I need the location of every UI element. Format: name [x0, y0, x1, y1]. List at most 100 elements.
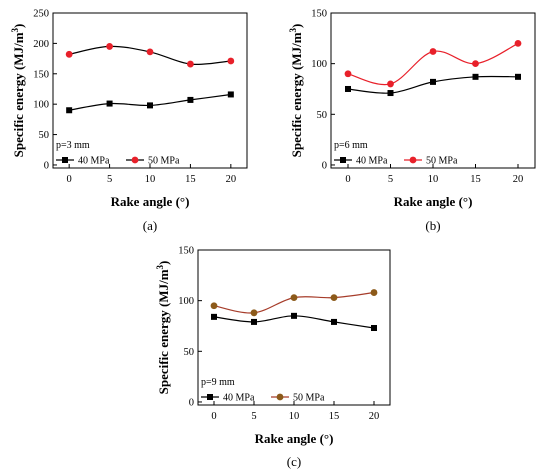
- panel-c-x-ticks: 0 5 10 15 20: [211, 401, 379, 422]
- data-point-50mpa: [429, 48, 437, 55]
- y-tick-label: 150: [178, 246, 194, 257]
- x-tick-label: 20: [226, 174, 237, 185]
- x-tick-label: 10: [289, 411, 300, 422]
- panel-b-note: p=6 mm: [334, 140, 368, 151]
- legend-label-50mpa: 50 MPa: [426, 156, 458, 167]
- panel-c-caption: (c): [287, 454, 301, 469]
- data-point-40mpa: [106, 100, 113, 107]
- panel-a-x-axis-title: Rake angle (°): [111, 194, 190, 209]
- legend-marker-50mpa: [131, 156, 139, 164]
- y-tick-label: 50: [317, 110, 328, 121]
- data-point-40mpa: [251, 318, 257, 325]
- data-point-50mpa: [370, 289, 378, 296]
- ylabel-main: Specific energy (MJ/m: [289, 32, 304, 157]
- x-tick-label: 0: [345, 174, 350, 185]
- y-tick-label: 100: [33, 100, 49, 111]
- data-point-50mpa: [387, 80, 394, 88]
- x-tick-label: 20: [369, 411, 380, 422]
- data-point-40mpa: [147, 102, 153, 109]
- x-tick-label: 5: [251, 411, 256, 422]
- y-tick-label: 150: [311, 9, 327, 20]
- ylabel-main: Specific energy (MJ/m: [11, 32, 26, 157]
- y-tick-label: 200: [33, 39, 49, 50]
- x-tick-label: 15: [329, 411, 340, 422]
- panel-b-y-ticks: 0 50 100 150: [311, 9, 335, 171]
- panel-a-legend: 40 MPa 50 MPa: [56, 156, 180, 167]
- y-tick-label: 0: [322, 160, 327, 171]
- y-tick-label: 150: [33, 69, 49, 80]
- ylabel-superscript: 3: [288, 27, 298, 32]
- data-point-40mpa: [387, 90, 394, 97]
- x-tick-label: 15: [470, 174, 481, 185]
- data-point-40mpa: [211, 313, 217, 320]
- data-point-50mpa: [65, 50, 73, 58]
- legend-marker-50mpa: [409, 156, 417, 164]
- y-tick-label: 100: [311, 59, 327, 70]
- panel-c-note: p=9 mm: [201, 377, 235, 388]
- ylabel-main: Specific energy (MJ/m: [156, 269, 171, 394]
- x-tick-label: 0: [67, 174, 72, 185]
- data-point-50mpa: [106, 43, 113, 50]
- data-point-50mpa: [344, 70, 352, 78]
- x-tick-label: 0: [211, 411, 216, 422]
- panel-a: 0 50 100 150 200 250 0 5 10 15 20 40 MPa 50 MPa p…: [10, 9, 248, 233]
- panel-a-x-ticks: 0 5 10 15 20: [67, 164, 237, 185]
- data-point-40mpa: [331, 318, 337, 325]
- panel-c-legend: 40 MPa 50 MPa: [201, 393, 325, 404]
- data-point-40mpa: [430, 78, 436, 85]
- y-tick-label: 250: [33, 9, 49, 20]
- ylabel-close: ): [156, 261, 171, 265]
- x-tick-label: 10: [428, 174, 439, 185]
- panel-b-y-axis-title: Specific energy (MJ/m3): [288, 24, 304, 158]
- data-point-40mpa: [472, 73, 479, 80]
- legend-marker-40mpa: [340, 157, 346, 163]
- legend-label-40mpa: 40 MPa: [356, 156, 388, 167]
- y-tick-label: 50: [184, 347, 195, 358]
- data-point-50mpa: [330, 294, 338, 302]
- legend-label-50mpa: 50 MPa: [293, 393, 325, 404]
- data-point-50mpa: [290, 294, 298, 302]
- x-tick-label: 15: [185, 174, 196, 185]
- legend-marker-50mpa: [276, 393, 284, 401]
- legend-marker-40mpa: [207, 394, 213, 400]
- data-point-50mpa: [227, 57, 235, 65]
- data-point-40mpa: [371, 325, 377, 332]
- x-tick-label: 5: [107, 174, 112, 185]
- data-point-40mpa: [515, 73, 521, 80]
- data-point-50mpa: [187, 60, 194, 68]
- legend-label-40mpa: 40 MPa: [78, 156, 110, 167]
- data-point-50mpa: [514, 39, 522, 47]
- legend-marker-40mpa: [62, 157, 68, 163]
- y-tick-label: 50: [39, 130, 50, 141]
- data-point-50mpa: [146, 48, 154, 56]
- panel-a-y-axis-title: Specific energy (MJ/m3): [10, 24, 26, 158]
- panel-c-y-axis-title: Specific energy (MJ/m3): [155, 261, 171, 395]
- ylabel-close: ): [289, 24, 304, 28]
- data-point-40mpa: [187, 96, 194, 103]
- panel-a-note: p=3 mm: [56, 140, 90, 151]
- data-point-40mpa: [291, 312, 297, 319]
- panel-a-caption: (a): [143, 218, 157, 233]
- x-tick-label: 20: [513, 174, 524, 185]
- y-tick-label: 100: [178, 296, 194, 307]
- data-point-40mpa: [66, 107, 73, 114]
- legend-label-40mpa: 40 MPa: [223, 393, 255, 404]
- data-point-50mpa: [210, 302, 218, 310]
- panel-b-markers: [344, 39, 522, 97]
- legend-label-50mpa: 50 MPa: [148, 156, 180, 167]
- ylabel-superscript: 3: [10, 27, 20, 32]
- panel-c-markers: [210, 289, 378, 332]
- data-point-50mpa: [250, 309, 258, 317]
- panel-a-series-lines: [69, 45, 231, 111]
- y-tick-label: 0: [44, 160, 49, 171]
- data-point-40mpa: [227, 91, 234, 98]
- ylabel-superscript: 3: [155, 264, 165, 269]
- data-point-50mpa: [472, 60, 479, 68]
- x-tick-label: 10: [145, 174, 156, 185]
- panel-b-x-ticks: 0 5 10 15 20: [345, 164, 523, 185]
- ylabel-close: ): [11, 24, 26, 28]
- panel-b-x-axis-title: Rake angle (°): [394, 194, 473, 209]
